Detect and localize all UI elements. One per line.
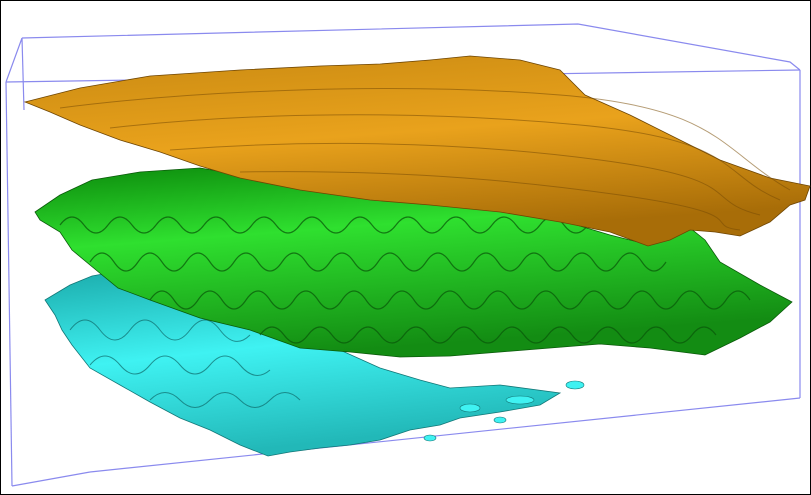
fragment: [424, 435, 436, 441]
fragment: [506, 396, 534, 404]
render-view: [0, 0, 811, 495]
fragment: [460, 404, 480, 412]
fragment: [494, 417, 506, 423]
fragment: [566, 381, 584, 389]
page: [0, 0, 811, 495]
